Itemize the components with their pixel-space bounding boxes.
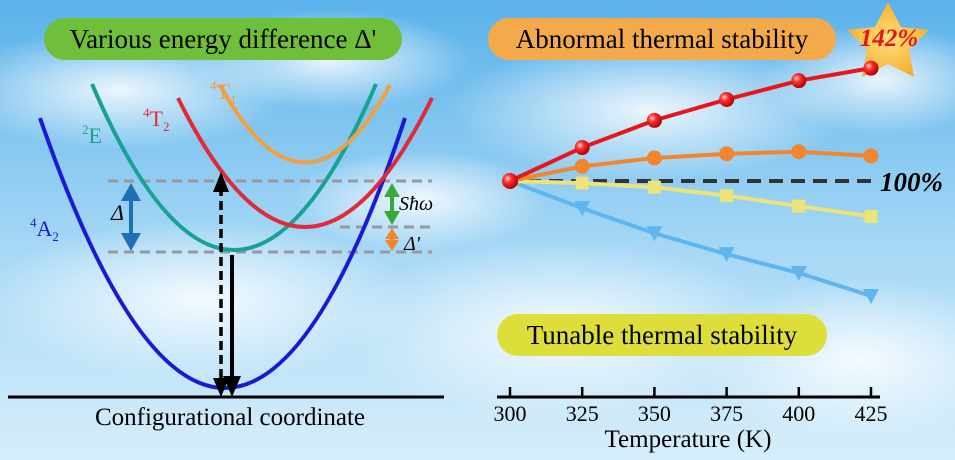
emission-arrowhead [223, 376, 241, 397]
data-point [574, 158, 590, 174]
data-point [575, 176, 589, 190]
delta-label: Δ [110, 200, 124, 225]
data-point [791, 144, 807, 160]
curve-4T2 [176, 97, 434, 229]
delta-prime-label: Δ' [403, 233, 421, 255]
series-0 [502, 60, 879, 189]
data-point [864, 210, 878, 224]
absorption-arrowhead-down [213, 378, 229, 397]
shw-label: Sħω [399, 193, 433, 215]
delta-arrowhead-down [121, 233, 141, 251]
diagram-xlabel: Configurational coordinate [95, 404, 365, 431]
energy-difference-banner: Various energy difference Δ' [44, 18, 402, 60]
data-point [719, 146, 735, 162]
label-4T2: 4T2 [143, 105, 169, 134]
curve-2E [90, 83, 378, 252]
series-2 [503, 174, 878, 224]
delta-prime-arrowhead-down [385, 240, 399, 251]
data-point [863, 288, 879, 304]
data-point [647, 180, 661, 194]
data-point [863, 148, 879, 164]
star-badge: 142% [847, 2, 929, 77]
abnormal-stability-banner: Abnormal thermal stability [488, 18, 836, 60]
data-point [718, 247, 735, 263]
data-point [791, 73, 807, 89]
x-tick-label: 375 [710, 401, 743, 426]
delta-prime-arrowhead-up [385, 228, 399, 239]
data-point [720, 189, 734, 203]
x-tick-label: 425 [855, 401, 888, 426]
x-tick-label: 325 [566, 401, 599, 426]
label-4T1: 4T1 [210, 78, 236, 107]
chart-xlabel: Temperature (K) [605, 426, 772, 453]
series-line [509, 66, 872, 183]
thermal-stability-chart: 300 325 350 375 400 425 100% Temperature (K) [494, 60, 943, 453]
star-value: 142% [860, 25, 918, 52]
series-line [509, 179, 872, 298]
data-point [574, 140, 590, 156]
origin-point [502, 173, 518, 189]
tunable-stability-banner: Tunable thermal stability [497, 314, 827, 356]
curve-4T1 [218, 84, 392, 165]
delta-arrowhead-up [121, 183, 141, 201]
series-line [509, 149, 872, 183]
reference-label: 100% [880, 167, 943, 197]
data-point [646, 150, 662, 166]
data-point [790, 265, 807, 281]
data-point [719, 91, 735, 107]
data-point [646, 112, 662, 128]
data-point [646, 226, 663, 242]
configuration-diagram: Δ Sħω Δ' 4A2 2E 4T2 4T1 Configurational … [8, 78, 444, 431]
shw-arrowhead-up [384, 183, 400, 197]
x-tick-label: 350 [638, 401, 671, 426]
absorption-arrowhead-up [213, 172, 229, 192]
series-line [509, 179, 872, 219]
x-tick-label: 400 [782, 401, 815, 426]
label-2E: 2E [82, 122, 102, 148]
x-tick-label: 300 [494, 401, 527, 426]
data-point [574, 201, 591, 217]
data-point [863, 60, 879, 76]
series-3 [502, 174, 879, 304]
star-icon [847, 2, 929, 77]
shw-arrowhead-down [384, 211, 400, 225]
label-4A2: 4A2 [30, 215, 59, 244]
data-point [792, 199, 806, 213]
